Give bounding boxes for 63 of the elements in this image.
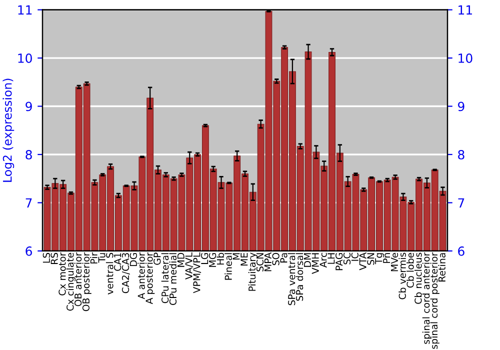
x-tick-label: Tu xyxy=(98,253,106,263)
y2-tick-label: 8 xyxy=(458,150,464,160)
y2-tick-label: 11 xyxy=(458,5,472,15)
y-tick-label: 10 xyxy=(18,54,32,63)
x-tick-label: Tg xyxy=(375,253,384,264)
y-axis-title: Log2 (expression) xyxy=(2,78,14,182)
x-tick-label: Pir xyxy=(90,252,98,264)
x-tick-label: LS xyxy=(42,252,50,263)
x-tick-label: Cx motor xyxy=(58,252,66,296)
x-tick-label: OB anterior xyxy=(74,252,82,306)
x-tick-label: SPa dorsal xyxy=(296,253,304,301)
x-tick-label: DM xyxy=(304,253,311,267)
x-tick-label: MD xyxy=(177,252,184,267)
x-tick-label: CA2/CA3 xyxy=(122,253,130,294)
x-tick-label: VMH xyxy=(312,253,319,274)
x-tick-label: ME xyxy=(240,252,248,266)
x-tick-label: DG xyxy=(130,253,137,266)
x-tick-label: ventral S xyxy=(106,252,114,294)
x-tick-label: Cb lobe xyxy=(406,252,414,288)
x-tick-label: SCN xyxy=(256,253,264,272)
x-tick-label: MVe xyxy=(391,252,398,272)
x-tick-label: PAG xyxy=(336,253,343,270)
y-tick-label: 6 xyxy=(26,246,32,256)
x-tick-label: OB posterior xyxy=(82,252,92,312)
x-tick-label: IC xyxy=(351,252,358,261)
x-tick-label: MG xyxy=(208,253,216,267)
x-tick-label: Pineal xyxy=(224,253,232,280)
x-tick-label: GP xyxy=(154,252,161,265)
x-tick-label: Pituitary xyxy=(248,252,258,291)
x-tick-label: VPM/VPL xyxy=(193,252,202,294)
x-tick-label: SPa ventral xyxy=(288,253,296,306)
x-tick-label: LH xyxy=(328,253,335,264)
x-tick-label: Retina xyxy=(438,253,446,282)
x-tick-label: M xyxy=(232,253,240,260)
x-tick-label: A posterior xyxy=(146,252,155,304)
x-tick-label: Cb nucleus xyxy=(414,252,422,304)
y2-tick-label: 6 xyxy=(458,246,464,256)
x-tick-label: CA1 xyxy=(114,253,122,271)
x-tick-label: Pn xyxy=(383,253,390,263)
y-tick-label: 7 xyxy=(26,198,32,208)
x-tick-label: SN xyxy=(367,253,374,265)
x-tick-label: Hb xyxy=(216,252,224,265)
y2-tick-label: 9 xyxy=(458,102,464,112)
x-tick-label: CPu lateral xyxy=(161,253,169,304)
x-tick-label: SO xyxy=(272,252,280,266)
x-tick-label: RS xyxy=(50,252,58,264)
x-tick-label: A anterior xyxy=(138,252,145,300)
x-tick-label: Cx cingulate xyxy=(66,252,76,311)
x-tick-label: CPu medial xyxy=(169,253,177,305)
x-tick-label: spinal cord posterior xyxy=(430,252,440,349)
x-tick-label: LG xyxy=(201,253,208,264)
y-tick-label: 11 xyxy=(18,5,32,15)
x-tick-label: MPA xyxy=(264,252,272,272)
y-tick-label: 8 xyxy=(26,150,32,160)
y2-tick-label: 7 xyxy=(458,198,464,208)
x-tick-label: Arc xyxy=(320,252,327,268)
y-tick-label: 9 xyxy=(26,102,32,112)
y2-tick-label: 10 xyxy=(458,54,472,63)
x-tick-label: VA/VL xyxy=(185,252,194,280)
x-tick-label: SC xyxy=(343,252,351,264)
x-tick-label: Cb vermis xyxy=(398,252,406,300)
x-tick-label: Pa xyxy=(280,253,288,262)
x-tick-label: VTA xyxy=(359,252,366,270)
